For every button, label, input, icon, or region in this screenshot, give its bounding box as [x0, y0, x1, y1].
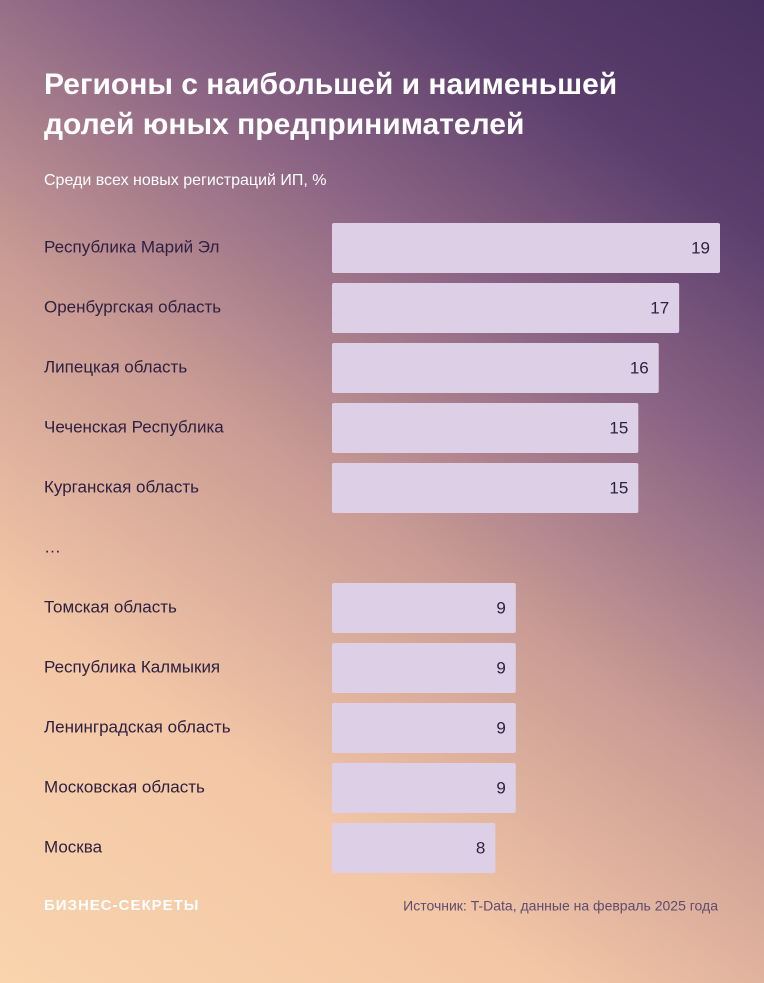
bar — [332, 283, 680, 333]
value-label: 17 — [650, 298, 669, 317]
category-label: … — [44, 537, 61, 556]
chart-subtitle: Среди всех новых регистраций ИП, % — [44, 172, 327, 189]
value-label: 9 — [496, 718, 505, 737]
bar — [332, 643, 516, 693]
bar — [332, 703, 516, 753]
value-label: 19 — [691, 238, 710, 257]
category-label: Оренбургская область — [44, 297, 221, 316]
bar — [332, 463, 639, 513]
category-label: Республика Калмыкия — [44, 657, 220, 676]
category-label: Липецкая область — [44, 357, 187, 376]
category-label: Московская область — [44, 777, 205, 796]
category-label: Ленинградская область — [44, 717, 231, 736]
value-label: 15 — [609, 418, 628, 437]
category-label: Томская область — [44, 597, 177, 616]
value-label: 15 — [609, 478, 628, 497]
category-label: Республика Марий Эл — [44, 237, 219, 256]
bar — [332, 223, 720, 273]
category-label: Курганская область — [44, 477, 199, 496]
category-label: Москва — [44, 837, 103, 856]
bar — [332, 403, 639, 453]
value-label: 9 — [496, 658, 505, 677]
value-label: 16 — [630, 358, 649, 377]
value-label: 9 — [496, 778, 505, 797]
bar — [332, 823, 496, 873]
brand: БИЗНЕС-СЕКРЕТЫ — [44, 897, 199, 914]
chart-title: Регионы с наибольшей и наименьшей долей … — [44, 68, 626, 141]
bar — [332, 763, 516, 813]
category-label: Чеченская Республика — [44, 417, 224, 436]
bar — [332, 343, 659, 393]
bar — [332, 583, 516, 633]
source: Источник: T-Data, данные на февраль 2025… — [403, 898, 718, 914]
value-label: 8 — [476, 838, 485, 857]
value-label: 9 — [496, 598, 505, 617]
